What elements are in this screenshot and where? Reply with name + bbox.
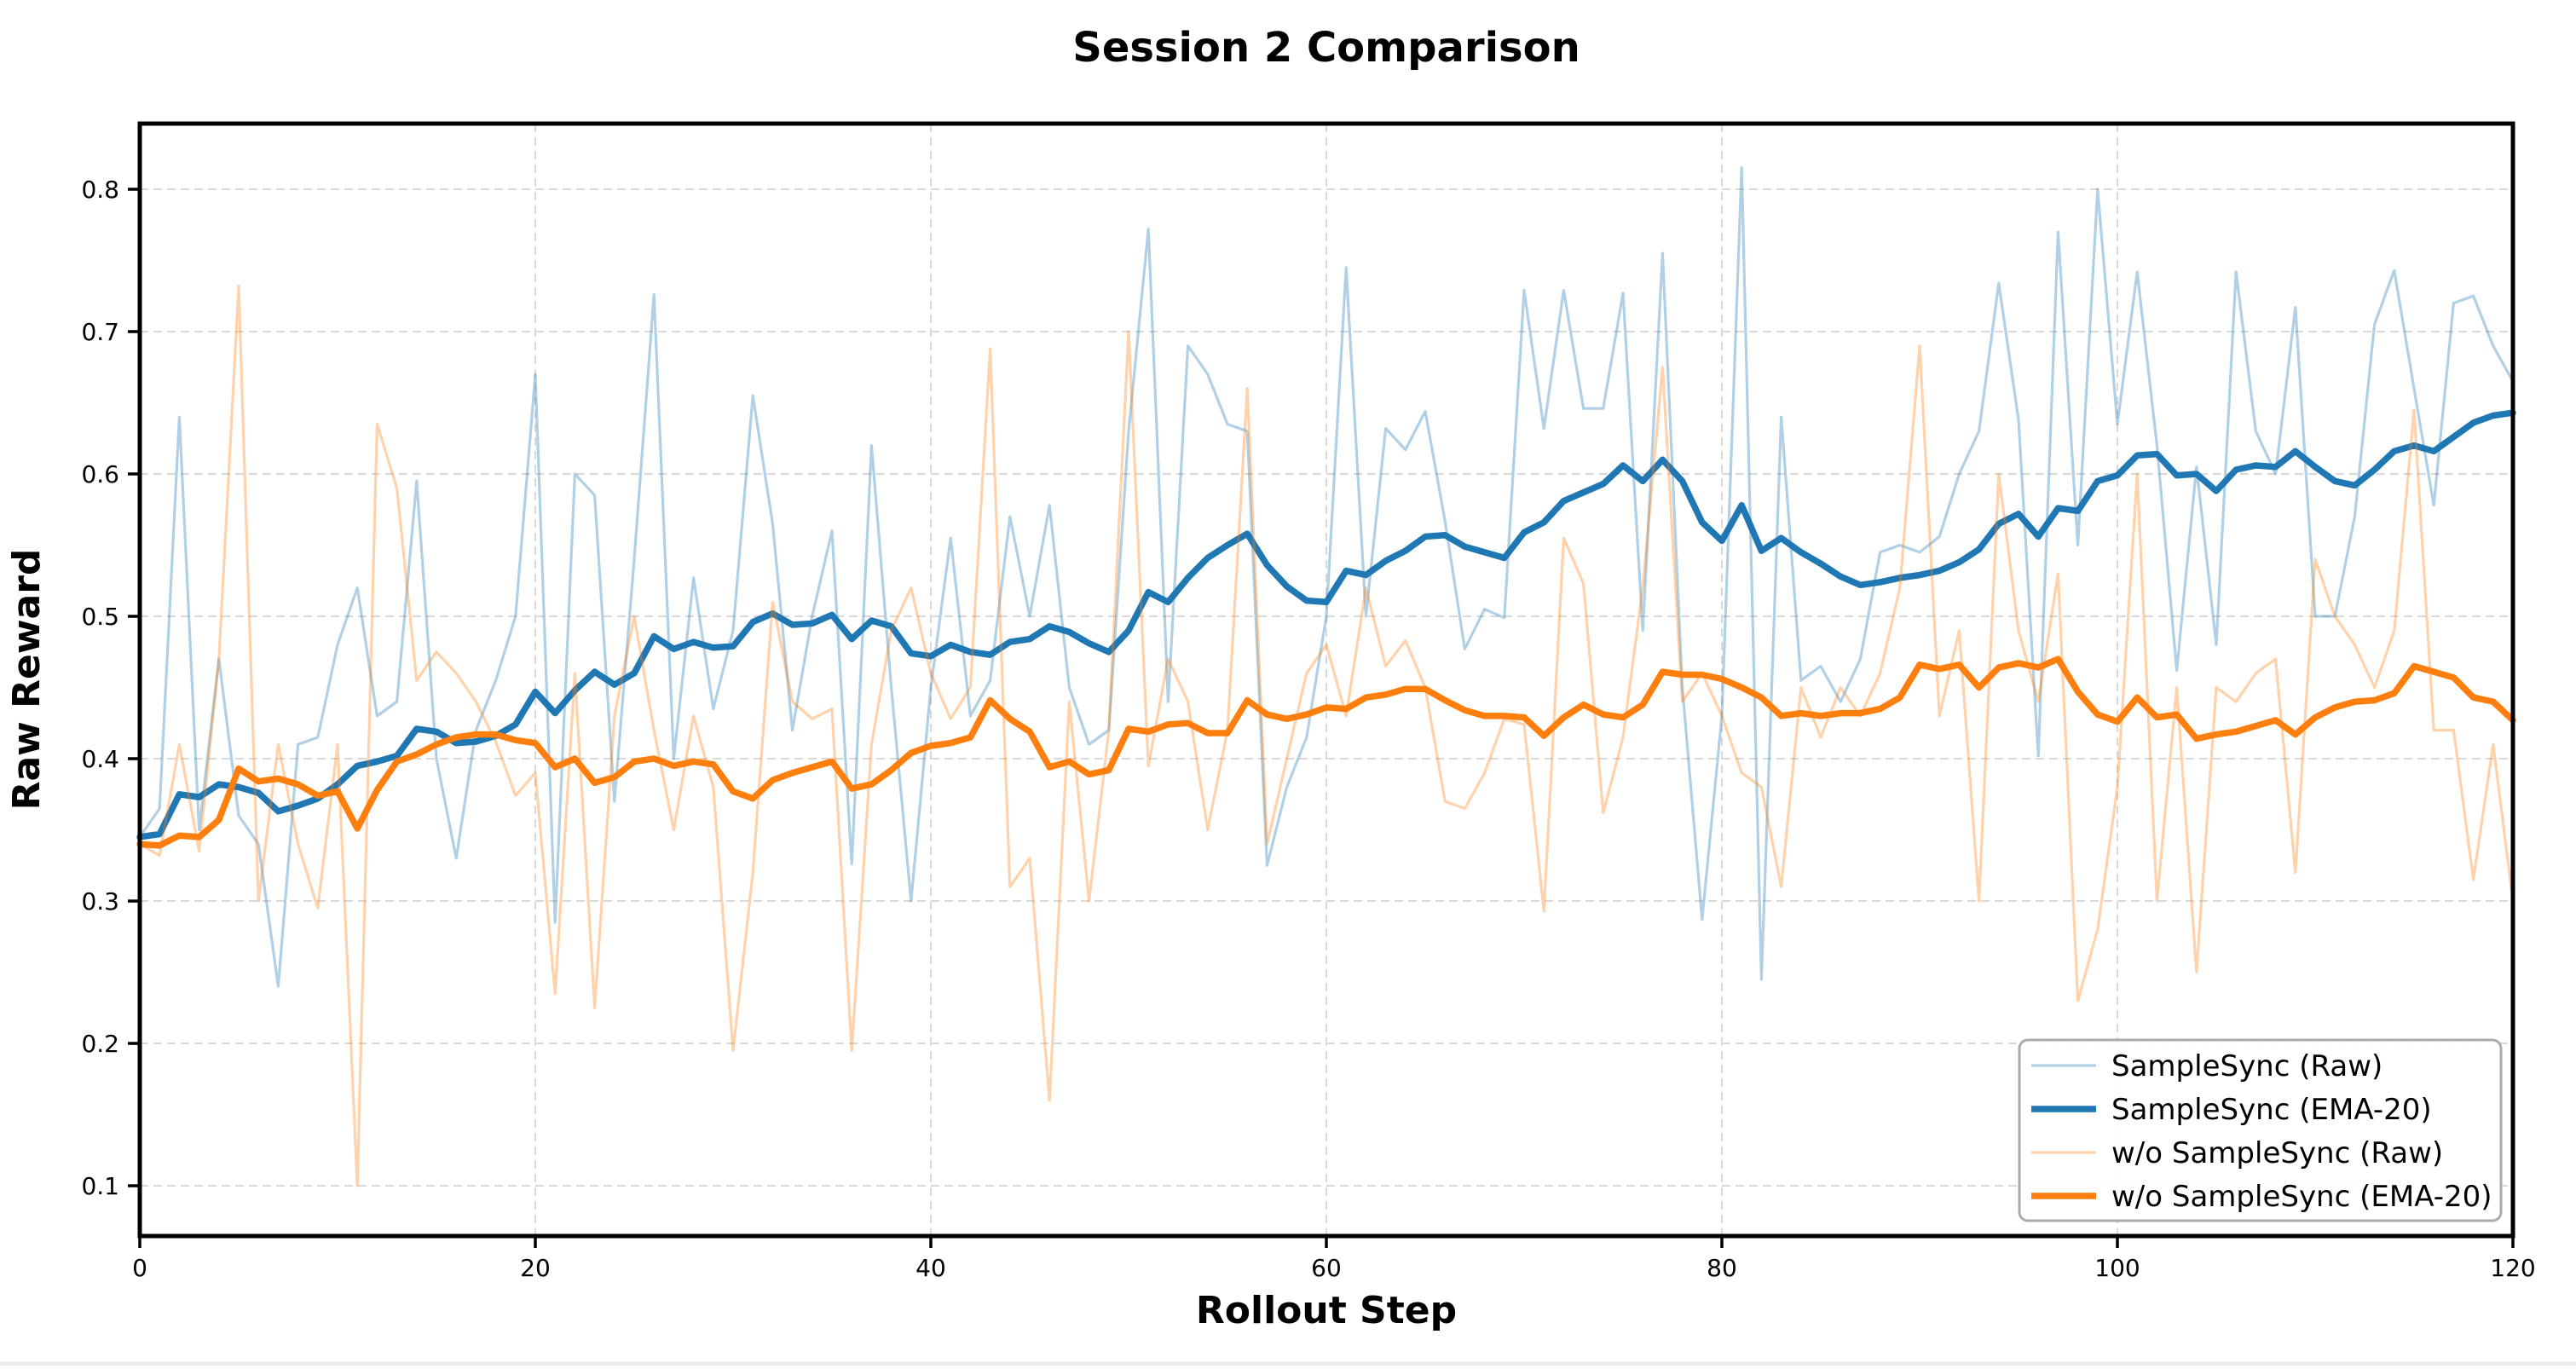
legend-label-0: SampleSync (Raw) <box>2111 1049 2383 1083</box>
legend-label-1: SampleSync (EMA-20) <box>2111 1093 2432 1127</box>
legend-label-2: w/o SampleSync (Raw) <box>2111 1136 2443 1170</box>
y-tick-label-0.5: 0.5 <box>81 603 119 631</box>
legend-label-3: w/o SampleSync (EMA-20) <box>2111 1180 2492 1214</box>
series-line-0-raw <box>138 166 2515 988</box>
x-tick-label-100: 100 <box>2094 1254 2140 1282</box>
x-tick-label-0: 0 <box>132 1254 147 1282</box>
legend-box <box>2018 1038 2503 1222</box>
series-line-3-ema <box>136 656 2516 849</box>
x-tick-label-120: 120 <box>2490 1254 2535 1282</box>
data-series <box>136 166 2516 1187</box>
series-line-2-raw <box>138 285 2515 1187</box>
bottom-edge-strip <box>0 1361 2576 1366</box>
y-tick-label-0.3: 0.3 <box>81 887 119 916</box>
x-tick-label-60: 60 <box>1311 1254 1342 1282</box>
y-tick-label-0.6: 0.6 <box>81 460 119 488</box>
axis-ticks <box>128 188 2515 1248</box>
y-tick-label-0.4: 0.4 <box>81 745 119 773</box>
series-line-1-ema <box>136 409 2516 840</box>
y-tick-label-0.7: 0.7 <box>81 318 119 346</box>
chart-title: Session 2 Comparison <box>1072 24 1580 72</box>
x-tick-label-20: 20 <box>520 1254 551 1282</box>
x-tick-label-40: 40 <box>915 1254 946 1282</box>
y-tick-label-0.8: 0.8 <box>81 176 119 204</box>
y-axis-label: Raw Reward <box>5 549 49 811</box>
x-axis-label: Rollout Step <box>1196 1289 1457 1332</box>
legend: SampleSync (Raw) SampleSync (EMA-20) w/o S… <box>2018 1038 2503 1222</box>
y-tick-label-0.2: 0.2 <box>81 1030 119 1058</box>
x-tick-label-80: 80 <box>1707 1254 1737 1282</box>
tick-labels: 0 20 40 60 80 100 120 0.1 0.2 0.3 0.4 0.5 0.6 0.7 0.8 <box>81 176 2535 1282</box>
y-tick-label-0.1: 0.1 <box>81 1172 119 1200</box>
